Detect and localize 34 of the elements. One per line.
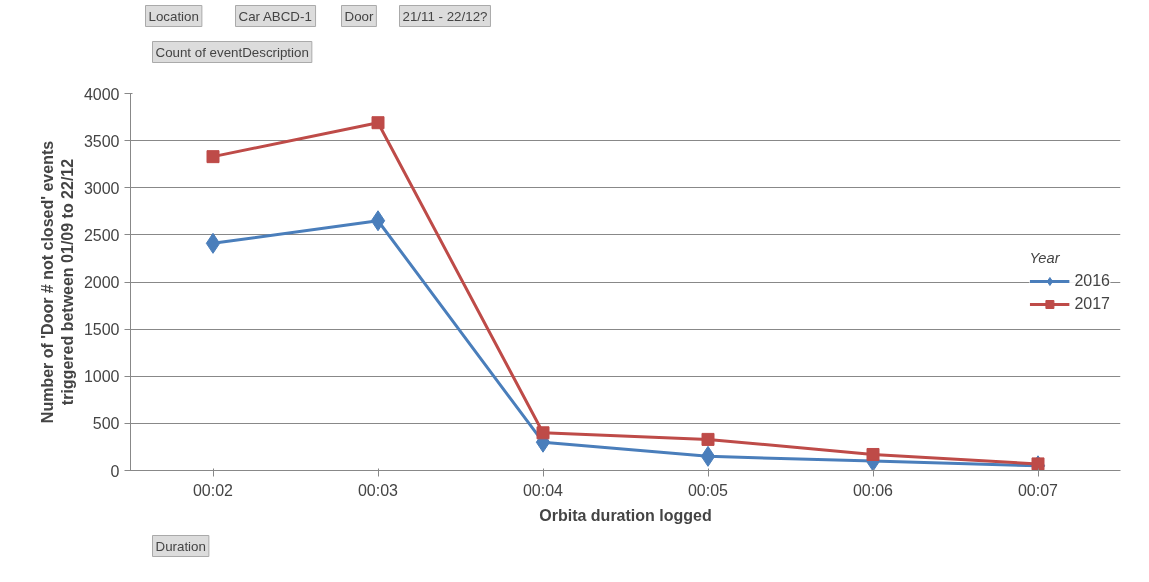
- y-tick-label: 3000: [83, 179, 120, 197]
- point: [866, 447, 880, 461]
- y-tick-label: 1500: [83, 321, 120, 339]
- point: [371, 116, 385, 130]
- legend-label: 2017: [1074, 294, 1110, 313]
- x-tick-label: 00:05: [687, 481, 729, 499]
- text: Car ABCD-1: [238, 8, 312, 24]
- point: [206, 150, 220, 164]
- text: Count of eventDescription: [155, 44, 309, 60]
- text: Duration: [155, 538, 206, 554]
- y-tick-label: 1000: [83, 368, 120, 386]
- y-axis-title: Number of 'Door # not closed' events triggered between 01/09 to 22/12: [38, 140, 76, 424]
- point: [536, 426, 550, 440]
- text: 21/11 - 22/12?: [402, 8, 488, 24]
- point: [701, 432, 715, 446]
- x-tick-label: 00:04: [522, 481, 564, 499]
- y-tick-label: 4000: [83, 85, 120, 103]
- text: Location: [148, 8, 199, 24]
- point: [700, 445, 716, 467]
- y-tick-label: 2500: [83, 226, 120, 244]
- legend-label: 2016: [1074, 271, 1110, 290]
- x-axis-title: Orbita duration logged: [539, 506, 712, 524]
- y-tick-label: 3500: [83, 132, 120, 150]
- legend-title: Year: [1029, 249, 1061, 266]
- text: Door: [344, 8, 374, 24]
- point: [370, 210, 386, 232]
- y-tick-label: 0: [110, 462, 120, 480]
- x-tick-label: 00:03: [357, 481, 399, 499]
- x-tick-label: 00:02: [192, 481, 234, 499]
- x-tick-label: 00:06: [852, 481, 894, 499]
- y-tick-label: 500: [92, 415, 120, 433]
- x-tick-label: 00:07: [1017, 481, 1059, 499]
- y-tick-label: 2000: [83, 274, 120, 291]
- point: [205, 232, 221, 254]
